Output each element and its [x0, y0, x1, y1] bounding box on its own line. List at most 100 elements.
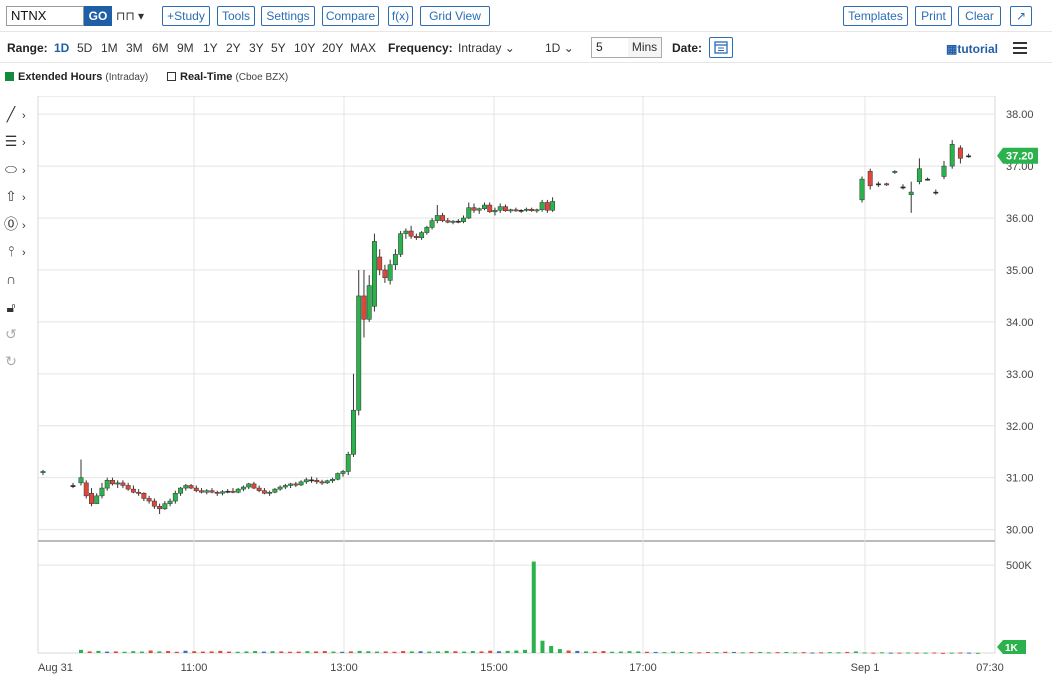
- range-1d[interactable]: 1D: [54, 41, 70, 55]
- candle-up: [235, 488, 241, 493]
- range-max[interactable]: MAX: [350, 41, 377, 55]
- range-20y[interactable]: 20Y: [322, 41, 344, 55]
- price-tick-label: 32.00: [1006, 421, 1034, 433]
- candle-up: [351, 409, 356, 455]
- candle-up: [518, 209, 524, 212]
- volume-bar: [766, 652, 771, 654]
- volume-bar: [270, 651, 275, 653]
- volume-bar: [705, 651, 710, 653]
- range-6m[interactable]: 6M: [152, 41, 169, 55]
- chevron-down-icon: ⌄: [504, 41, 515, 55]
- interval-input[interactable]: 5: [591, 37, 629, 58]
- go-button[interactable]: GO: [84, 6, 112, 26]
- expand-icon[interactable]: ↗: [1010, 6, 1032, 26]
- range-1y[interactable]: 1Y: [203, 41, 218, 55]
- tools-button[interactable]: Tools: [217, 6, 255, 26]
- volume-bar: [505, 650, 510, 653]
- candle-up: [220, 491, 225, 494]
- settings-button[interactable]: Settings: [261, 6, 315, 26]
- chart-type-dropdown[interactable]: ⊓⊓ ▾: [116, 9, 145, 23]
- period-select[interactable]: 1D ⌄: [545, 41, 574, 55]
- measure-icon: ⫯: [7, 243, 15, 259]
- price-chart[interactable]: 38.00 37.00 36.00 35.00 34.00 33.00 32.00 31.00…: [36, 96, 1040, 680]
- range-5d[interactable]: 5D: [77, 41, 93, 55]
- candle-up: [387, 264, 393, 281]
- volume-bar: [401, 651, 406, 653]
- volume-bar: [348, 651, 353, 653]
- trendline-tool[interactable]: ╱ ›: [2, 104, 34, 124]
- candle-up: [424, 227, 430, 233]
- compare-button[interactable]: Compare: [322, 6, 379, 26]
- menu-icon[interactable]: [1013, 42, 1027, 54]
- candle-down: [199, 490, 204, 493]
- calendar-icon[interactable]: [709, 37, 733, 58]
- candle-down: [209, 490, 215, 493]
- candle-up: [78, 477, 84, 484]
- range-3m[interactable]: 3M: [126, 41, 143, 55]
- volume-bar: [784, 651, 789, 653]
- magnet-tool[interactable]: ∩: [2, 269, 34, 289]
- candle-up: [340, 471, 346, 474]
- lock-tool[interactable]: 🔓︎: [2, 297, 34, 317]
- candle-up: [429, 220, 435, 228]
- range-10y[interactable]: 10Y: [294, 41, 316, 55]
- legend-real-time[interactable]: Real-Time (Cboe BZX): [167, 71, 288, 84]
- film-icon: ▦: [946, 42, 958, 56]
- volume-bar: [261, 651, 266, 653]
- volume-bar: [244, 651, 249, 653]
- fx-button[interactable]: f(x): [388, 6, 413, 26]
- candle-down: [319, 481, 325, 484]
- candle-up: [908, 191, 914, 195]
- candle-up: [925, 178, 931, 181]
- symbol-input[interactable]: NTNX: [6, 6, 84, 26]
- candle-up: [70, 485, 76, 487]
- price-tick-label: 33.00: [1006, 369, 1034, 381]
- clear-button[interactable]: Clear: [958, 6, 1001, 26]
- volume-bar: [627, 651, 632, 653]
- frequency-select[interactable]: Intraday ⌄: [458, 41, 515, 55]
- volume-bar: [845, 651, 850, 653]
- shape-tool[interactable]: ⬭ ›: [2, 159, 34, 179]
- candle-down: [141, 493, 147, 499]
- candle-up: [892, 171, 898, 173]
- volume-bar: [383, 651, 388, 653]
- volume-bar: [827, 652, 832, 654]
- volume-bar: [531, 561, 536, 653]
- volume-bar: [427, 651, 432, 653]
- fibonacci-tool[interactable]: ☰ ›: [2, 131, 34, 151]
- redo-button[interactable]: ↻: [2, 351, 34, 371]
- candle-up: [246, 483, 252, 488]
- volume-bar: [897, 652, 902, 654]
- volume-bar: [488, 650, 493, 653]
- print-button[interactable]: Print: [915, 6, 952, 26]
- frequency-label: Frequency:: [388, 41, 453, 55]
- add-study-button[interactable]: +Study: [162, 6, 210, 26]
- arrow-tool[interactable]: ⇧ ›: [2, 186, 34, 206]
- candle-up: [534, 209, 540, 212]
- range-5y[interactable]: 5Y: [271, 41, 286, 55]
- templates-button[interactable]: Templates: [843, 6, 908, 26]
- annotation-tool[interactable]: ⓪ ›: [2, 214, 34, 234]
- tutorial-link[interactable]: ▦tutorial: [946, 42, 999, 56]
- legend-extended-hours[interactable]: Extended Hours (Intraday): [5, 71, 148, 84]
- candle-down: [120, 482, 126, 486]
- candle-down: [136, 491, 142, 494]
- candle-up: [324, 480, 330, 484]
- volume-bar: [287, 651, 292, 653]
- undo-button[interactable]: ↺: [2, 324, 34, 344]
- measure-tool[interactable]: ⫯ ›: [2, 241, 34, 261]
- range-1m[interactable]: 1M: [101, 41, 118, 55]
- shape-icon: ⬭: [5, 161, 17, 177]
- volume-bar: [453, 651, 458, 653]
- range-3y[interactable]: 3Y: [249, 41, 264, 55]
- candle-up: [303, 479, 309, 483]
- volume-bar: [923, 652, 928, 654]
- time-tick-label: Sep 1: [851, 662, 880, 674]
- range-2y[interactable]: 2Y: [226, 41, 241, 55]
- candle-up: [366, 285, 372, 320]
- grid-view-button[interactable]: Grid View: [420, 6, 490, 26]
- volume-bar: [967, 652, 972, 654]
- volume-bar: [139, 651, 144, 653]
- volume-bar: [113, 651, 118, 653]
- range-9m[interactable]: 9M: [177, 41, 194, 55]
